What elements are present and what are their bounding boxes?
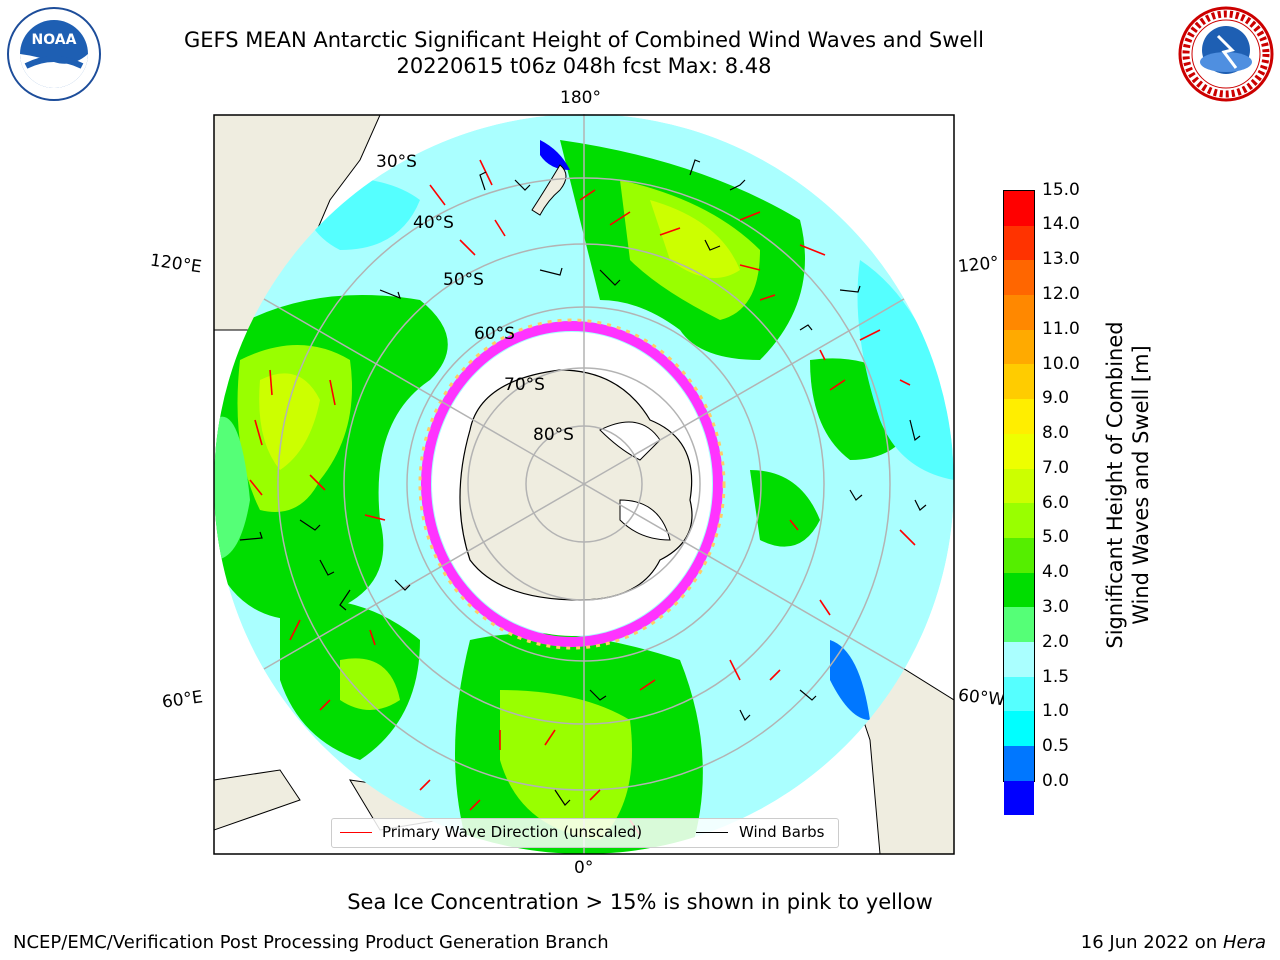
lat-label-50s: 50°S — [443, 270, 484, 290]
legend-wave-label: Primary Wave Direction (unscaled) — [382, 823, 643, 841]
cbar-tick: 1.0 — [1042, 701, 1070, 721]
cbar-tick: 7.0 — [1042, 458, 1070, 478]
lon-label-0: 0° — [574, 858, 594, 878]
cbar-tick: 14.0 — [1042, 214, 1080, 234]
nws-logo — [1178, 6, 1274, 102]
cbar-tick: 4.0 — [1042, 562, 1070, 582]
noaa-logo: NOAA — [7, 7, 101, 101]
africa-land — [214, 769, 301, 831]
lat-label-40s: 40°S — [413, 213, 454, 233]
legend-barb-line — [696, 832, 728, 833]
cbar-tick: 13.0 — [1042, 249, 1080, 269]
cbar-tick: 9.0 — [1042, 388, 1070, 408]
footer-date-text: 16 Jun 2022 on — [1080, 932, 1223, 953]
sea-ice-edge — [421, 321, 723, 647]
cbar-tick: 1.5 — [1042, 667, 1070, 687]
cbar-tick: 8.0 — [1042, 423, 1070, 443]
colorbar-title-line2: Wind Waves and Swell [m] — [1129, 345, 1153, 625]
new-zealand-land — [531, 164, 567, 216]
map-title: GEFS MEAN Antarctic Significant Height o… — [183, 28, 985, 52]
legend-barb-label: Wind Barbs — [739, 823, 825, 841]
cbar-tick: 0.0 — [1042, 771, 1070, 791]
colorbar-title-line1: Significant Height of Combined — [1103, 321, 1127, 649]
legend-wave-line — [340, 832, 372, 833]
cbar-tick: 2.0 — [1042, 632, 1070, 652]
footer-date: 16 Jun 2022 on Hera — [1081, 932, 1266, 953]
lon-label-180: 180° — [560, 88, 601, 108]
footer-org: NCEP/EMC/Verification Post Processing Pr… — [13, 932, 609, 953]
cbar-tick: 5.0 — [1042, 527, 1070, 547]
cbar-tick: 15.0 — [1042, 180, 1080, 200]
lat-label-80s: 80°S — [533, 425, 574, 445]
cbar-tick: 10.0 — [1042, 354, 1080, 374]
map-legend: Primary Wave Direction (unscaled) Wind B… — [331, 818, 839, 848]
lat-label-70s: 70°S — [504, 375, 545, 395]
cbar-tick: 3.0 — [1042, 597, 1070, 617]
wind-barbs — [239, 159, 927, 806]
lat-label-30s: 30°S — [376, 152, 417, 172]
lon-label-120w: 120° — [957, 252, 1000, 278]
noaa-logo-text: NOAA — [32, 32, 77, 48]
colorbar-title: Significant Height of Combined Wind Wave… — [1102, 275, 1154, 695]
cbar-tick: 6.0 — [1042, 493, 1070, 513]
footer-host: Hera — [1222, 932, 1266, 953]
map-subtitle: 20220615 t06z 048h fcst Max: 8.48 — [396, 54, 772, 78]
colorbar — [1003, 190, 1035, 816]
cbar-tick: 0.5 — [1042, 736, 1070, 756]
map-frame — [213, 114, 955, 855]
sea-ice-note: Sea Ice Concentration > 15% is shown in … — [347, 890, 933, 914]
lat-label-60s: 60°S — [474, 324, 515, 344]
cbar-tick: 12.0 — [1042, 284, 1080, 304]
cbar-tick: 11.0 — [1042, 319, 1080, 339]
